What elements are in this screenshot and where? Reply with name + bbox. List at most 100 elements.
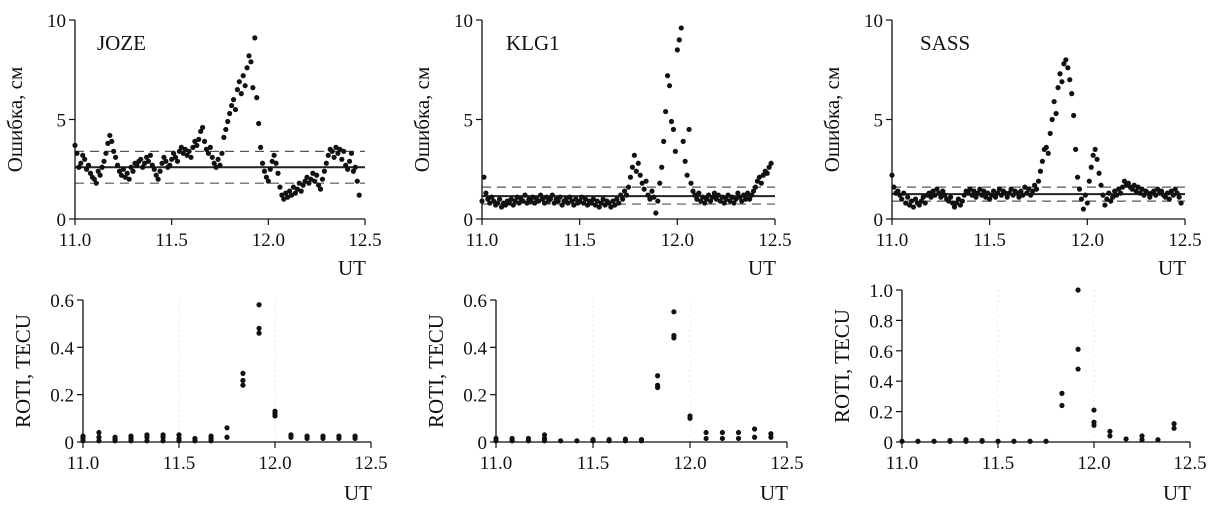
data-point [1035,178,1042,184]
data-point [273,160,279,166]
data-point [320,433,326,439]
data-point [246,53,252,59]
data-point [891,184,897,190]
data-point [657,180,663,186]
data-point [122,174,128,180]
data-point [557,194,563,200]
y-tick-label: 10 [454,11,473,32]
chart-panel-3: 11.0 11.5 12.0 12.5 0 5 10 UT Ошибка, см SASS [820,11,1202,280]
data-point [240,377,246,384]
data-point [588,200,594,206]
data-point [674,47,680,53]
data-point [1114,192,1120,198]
data-point [664,73,671,79]
data-point [145,158,152,164]
data-point [160,432,166,438]
data-point [510,202,516,208]
data-point [663,108,669,115]
data-point [672,148,678,154]
data-point [275,170,281,176]
data-point [1178,200,1184,206]
data-point [130,168,136,174]
data-point [331,154,337,160]
data-point [1045,150,1051,156]
data-point [912,196,919,202]
data-point [306,180,312,186]
data-point [671,332,677,339]
data-point [916,202,922,208]
data-point [1123,436,1129,442]
data-point [928,194,934,200]
data-point [188,154,194,160]
data-point [622,436,628,442]
data-point [745,190,751,196]
data-point [719,435,725,442]
data-point [242,83,248,89]
data-point [538,192,544,198]
data-point [700,194,706,200]
data-point [184,152,190,158]
data-point [713,196,720,202]
data-point [571,202,577,208]
x-axis-label: UT [344,481,372,505]
data-point [134,162,140,168]
data-point [1071,112,1077,119]
data-point [678,25,684,31]
data-point [994,190,1001,196]
data-point [224,425,230,431]
data-point [1098,182,1104,188]
data-point [530,194,536,200]
data-point [705,192,712,198]
data-point [918,198,924,204]
data-point [620,196,626,202]
data-point [208,433,214,439]
data-point [111,148,117,154]
data-point [953,200,960,206]
data-point [345,166,351,172]
data-point [76,164,82,170]
data-point [621,188,628,194]
x-tick-label: 11.5 [577,453,610,474]
data-point [509,435,515,442]
data-point [1094,156,1100,162]
data-point [1065,65,1071,71]
x-tick-label: 12.0 [252,230,285,251]
data-point [194,142,200,148]
data-point [112,434,118,440]
y-tick-label: 10 [47,11,66,32]
data-point [612,202,618,208]
data-point [124,170,130,176]
data-point [80,433,86,439]
data-point [1074,174,1081,180]
data-point [963,437,969,443]
data-point [1147,194,1153,200]
data-point [1010,192,1016,198]
data-point [1121,178,1128,184]
data-point [97,172,103,178]
y-tick-label: 0 [884,433,894,454]
data-point [479,198,485,204]
data-point [114,162,121,168]
data-point [592,202,598,208]
data-point [1102,202,1108,208]
x-tick-label: 12.0 [1077,453,1110,474]
data-point [655,373,661,379]
data-point [143,154,150,160]
data-point [258,144,264,150]
data-point [109,138,115,144]
data-point [731,200,737,206]
data-point [481,174,487,180]
data-point [1020,192,1026,198]
data-point [128,433,134,439]
data-point [149,162,155,168]
data-point [128,164,134,170]
data-point [319,176,326,182]
data-point [739,198,745,204]
data-point [215,156,221,162]
station-label: JOZE [97,31,146,55]
x-tick-label: 12.0 [661,230,694,251]
data-point [985,190,991,196]
data-point [559,202,565,208]
data-point [267,166,273,172]
data-point [629,164,636,170]
